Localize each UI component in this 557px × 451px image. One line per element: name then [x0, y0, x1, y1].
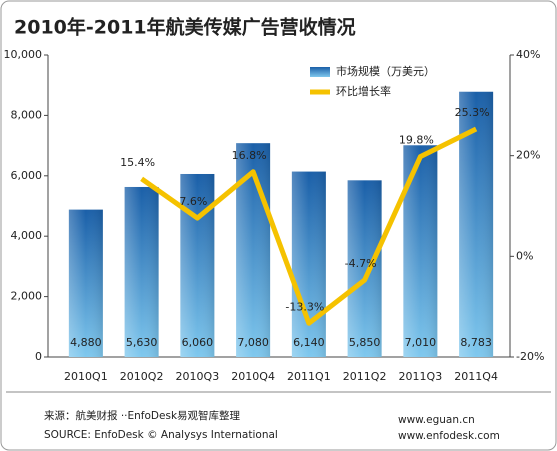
data-label: 8,783 [460, 336, 492, 349]
data-label: 7.6% [179, 195, 207, 208]
y-tick-label: 10,000 [4, 48, 43, 61]
source-cn: 来源：航美财报 ··EnfoDesk易观智库整理 [44, 409, 241, 422]
legend-swatch [310, 67, 330, 77]
bar-shine [68, 209, 103, 357]
y-tick-label: 0 [35, 350, 42, 363]
y-tick-label: 2,000 [11, 290, 43, 303]
data-label: 6,140 [293, 336, 325, 349]
y-tick-label: 8,000 [11, 108, 43, 121]
y2-tick-label: 40% [516, 48, 540, 61]
x-tick-label: 2010Q4 [231, 370, 275, 383]
x-tick-label: 2010Q3 [176, 370, 220, 383]
data-label: 5,850 [349, 336, 381, 349]
data-label: 6,060 [182, 336, 214, 349]
bar-shine [124, 186, 159, 357]
bar-shine [347, 180, 382, 357]
bar-shine [291, 171, 326, 357]
data-label: 16.8% [232, 149, 267, 162]
y-tick-label: 6,000 [11, 169, 43, 182]
legend-label: 环比增长率 [336, 84, 391, 98]
data-label: 25.3% [455, 106, 490, 119]
data-label: 5,630 [126, 336, 158, 349]
data-label: 7,080 [237, 336, 269, 349]
bar-shine [180, 173, 215, 357]
x-tick-label: 2011Q4 [454, 370, 498, 383]
data-label: 19.8% [399, 134, 434, 147]
y2-tick-label: 0% [516, 249, 533, 262]
url: www.eguan.cn [398, 414, 475, 426]
y2-tick-label: -20% [516, 350, 544, 363]
source-en: SOURCE: EnfoDesk © Analysys Internationa… [44, 429, 278, 441]
chart-title: 2010年-2011年航美传媒广告营收情况 [14, 16, 356, 39]
line [140, 126, 478, 326]
legend-label: 市场规模（万美元） [336, 64, 435, 78]
x-tick-label: 2011Q3 [399, 370, 443, 383]
url: www.enfodesk.com [398, 430, 500, 442]
x-tick-label: 2011Q1 [287, 370, 331, 383]
y2-tick-label: 20% [516, 149, 540, 162]
data-label: 7,010 [405, 336, 437, 349]
x-tick-label: 2010Q2 [120, 370, 164, 383]
x-tick-label: 2010Q1 [64, 370, 108, 383]
data-label: -13.3% [285, 300, 324, 313]
x-tick-label: 2011Q2 [343, 370, 387, 383]
data-label: 4,880 [70, 336, 102, 349]
y-tick-label: 4,000 [11, 229, 43, 242]
data-label: 15.4% [120, 156, 155, 169]
data-label: -4.7% [345, 257, 377, 270]
